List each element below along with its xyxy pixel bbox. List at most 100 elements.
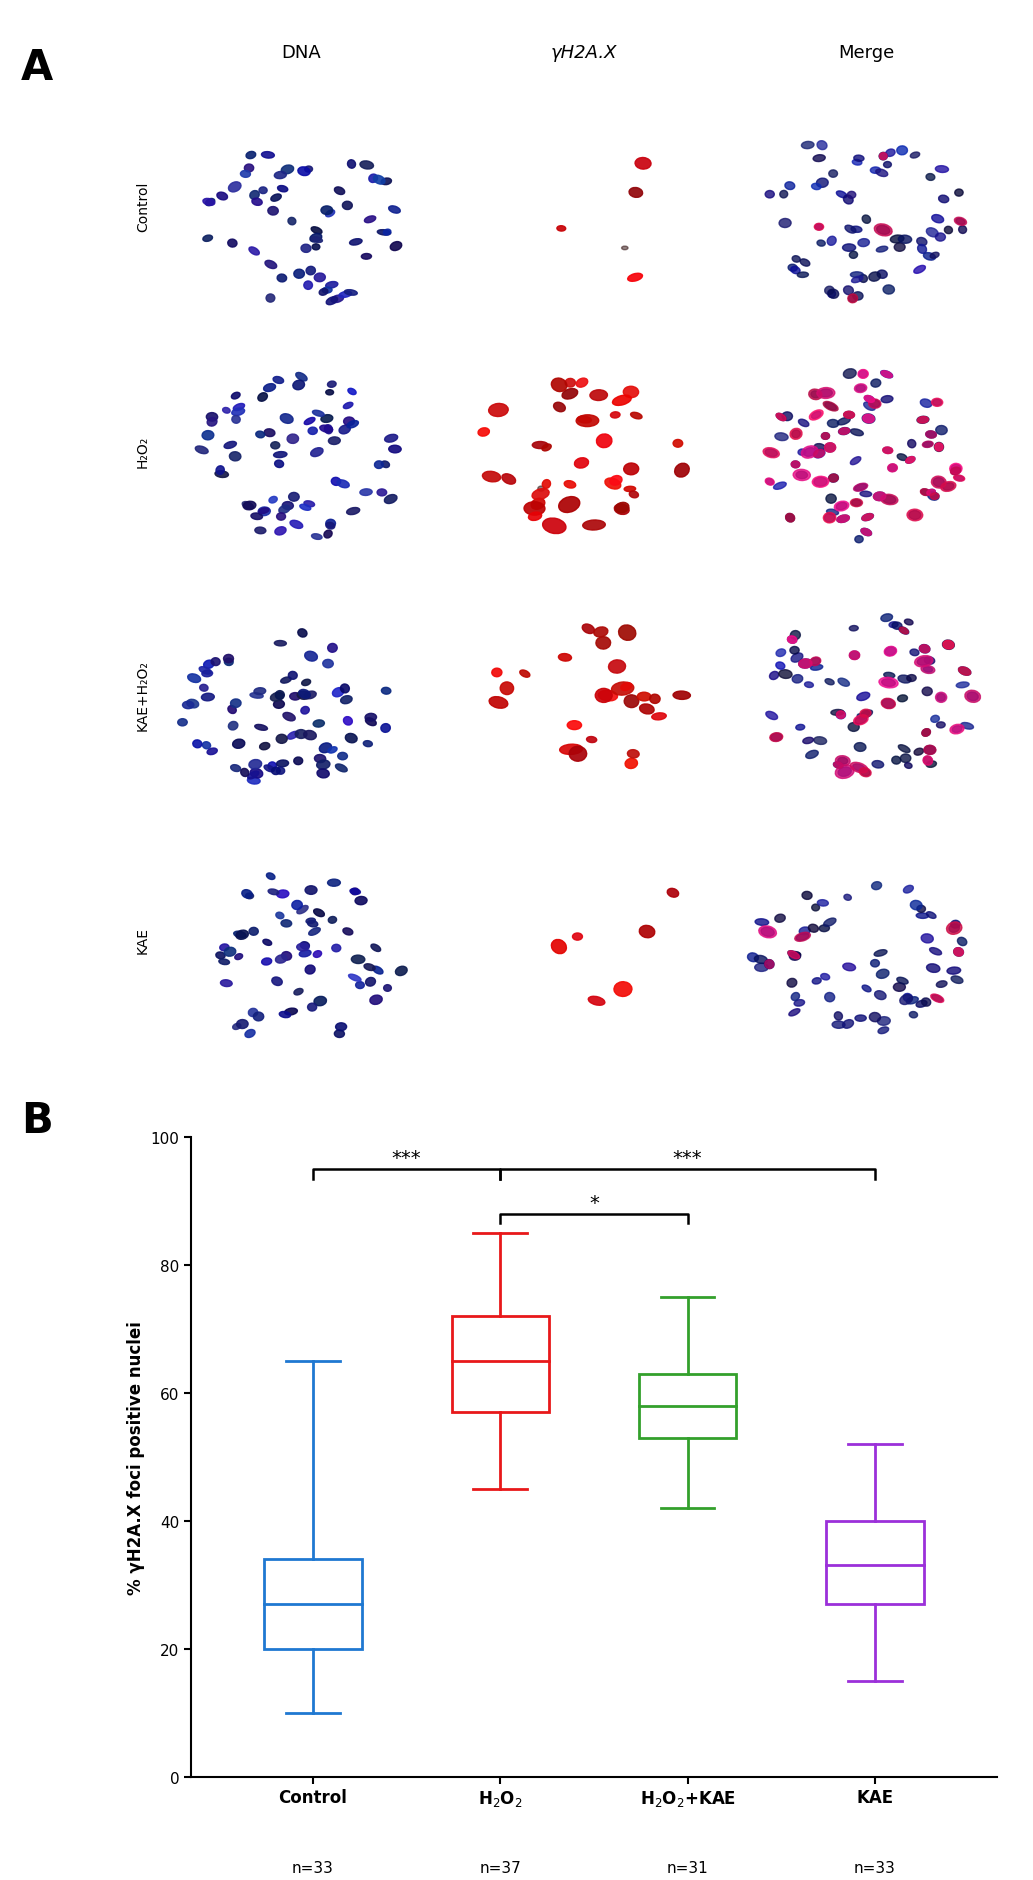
Ellipse shape [804,449,815,457]
Ellipse shape [958,938,967,946]
Ellipse shape [826,494,837,504]
Ellipse shape [802,143,814,150]
Ellipse shape [930,254,939,259]
Ellipse shape [907,509,922,521]
Ellipse shape [305,167,313,173]
Ellipse shape [922,442,933,447]
Ellipse shape [891,758,901,765]
Ellipse shape [234,955,243,961]
Ellipse shape [853,765,866,773]
Ellipse shape [224,948,236,957]
Ellipse shape [799,660,812,669]
Ellipse shape [542,519,566,534]
Ellipse shape [856,385,866,393]
Ellipse shape [836,711,845,720]
Ellipse shape [853,293,863,301]
Ellipse shape [283,713,295,722]
Ellipse shape [275,461,284,468]
Ellipse shape [312,244,320,250]
Ellipse shape [828,171,838,179]
Ellipse shape [583,624,594,634]
Ellipse shape [856,694,870,701]
Ellipse shape [489,404,508,417]
Ellipse shape [267,295,275,303]
Ellipse shape [924,758,932,765]
Ellipse shape [887,464,898,472]
Ellipse shape [216,466,224,476]
Ellipse shape [819,389,833,399]
Ellipse shape [755,964,769,972]
Ellipse shape [853,483,868,493]
Ellipse shape [849,626,858,632]
Ellipse shape [836,765,854,778]
Ellipse shape [824,993,835,1002]
Ellipse shape [383,985,392,993]
Ellipse shape [241,769,249,776]
Ellipse shape [921,729,931,737]
Text: Merge: Merge [838,43,895,62]
Ellipse shape [863,415,875,425]
Ellipse shape [935,167,948,173]
Ellipse shape [850,500,863,508]
Bar [264,1559,362,1649]
Ellipse shape [554,402,565,412]
Ellipse shape [390,243,402,252]
Ellipse shape [803,739,813,744]
Ellipse shape [919,645,930,654]
Ellipse shape [305,417,315,425]
Ellipse shape [932,478,946,489]
Ellipse shape [344,291,357,295]
Ellipse shape [261,152,275,160]
Ellipse shape [906,457,915,464]
Ellipse shape [285,1008,298,1015]
Ellipse shape [675,464,689,478]
Ellipse shape [876,169,887,177]
Ellipse shape [926,175,935,180]
Ellipse shape [851,500,862,506]
Ellipse shape [838,417,850,425]
Ellipse shape [859,711,871,718]
Ellipse shape [800,927,810,934]
Bar [639,1374,737,1438]
Ellipse shape [314,756,325,763]
Ellipse shape [834,763,843,769]
Ellipse shape [272,767,280,775]
Ellipse shape [799,419,809,427]
Ellipse shape [280,414,293,425]
Ellipse shape [615,504,629,515]
Ellipse shape [920,400,932,408]
Ellipse shape [627,750,639,758]
Ellipse shape [917,658,931,666]
Ellipse shape [763,449,779,459]
Ellipse shape [910,901,922,910]
Ellipse shape [208,419,217,427]
Ellipse shape [817,141,827,150]
Ellipse shape [936,981,947,987]
Ellipse shape [371,944,380,951]
Ellipse shape [268,763,277,771]
Ellipse shape [349,239,363,246]
Ellipse shape [311,449,323,457]
Ellipse shape [304,502,315,508]
Ellipse shape [916,239,927,246]
Ellipse shape [359,162,374,169]
Ellipse shape [949,464,962,474]
Ellipse shape [249,929,258,936]
Ellipse shape [792,431,801,438]
Ellipse shape [876,246,887,254]
Ellipse shape [906,996,918,1004]
Ellipse shape [305,885,317,895]
Ellipse shape [789,1010,800,1017]
Ellipse shape [954,476,964,481]
Ellipse shape [930,948,942,955]
Ellipse shape [264,429,275,438]
Ellipse shape [478,429,490,436]
Ellipse shape [814,478,827,487]
Ellipse shape [819,925,829,932]
Ellipse shape [831,711,844,716]
Ellipse shape [381,724,390,733]
Ellipse shape [799,449,806,457]
Ellipse shape [924,442,933,447]
Bar [451,1316,549,1412]
Ellipse shape [854,485,867,491]
